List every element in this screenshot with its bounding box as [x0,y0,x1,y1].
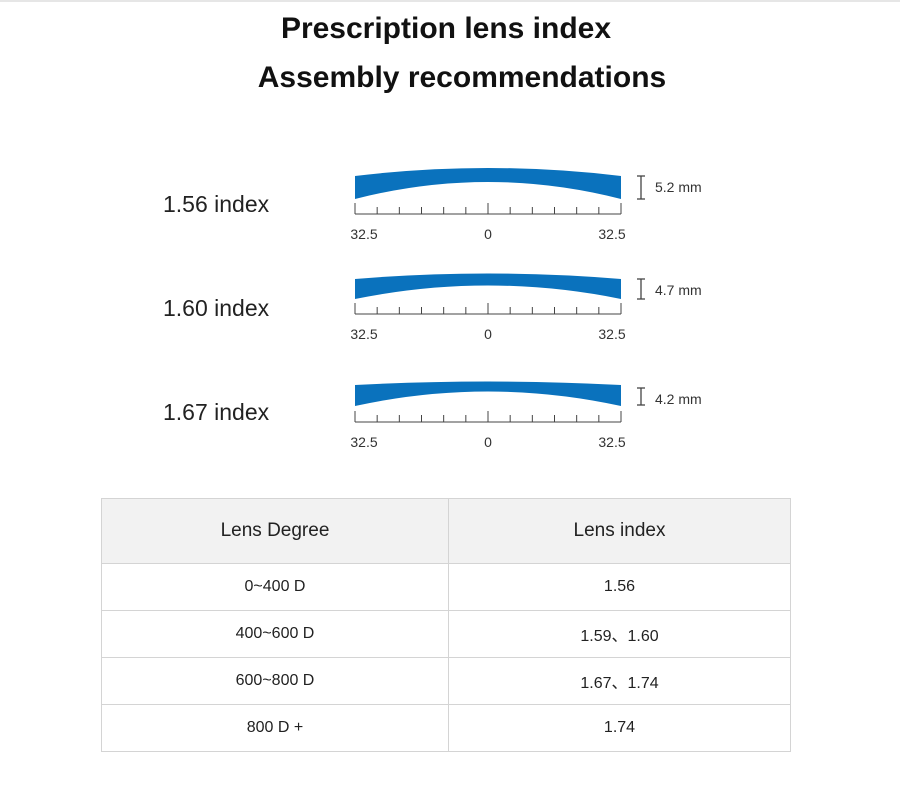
lens-row-167: 1.67 index 32.5 0 32.5 4.2 mm [0,379,900,469]
tick-label-left: 32.5 [350,434,377,450]
table-row: 800 D + 1.74 [101,704,791,752]
lens-index-label: 1.56 index [163,191,270,217]
tick-label-center: 0 [484,326,492,342]
lens-diagram: 32.5 0 32.5 [350,273,645,342]
tick-label-right: 32.5 [598,434,625,450]
table-row: 0~400 D 1.56 [101,563,791,611]
cell-degree: 800 D + [101,704,449,752]
lens-diagram: 32.5 0 32.5 [350,168,645,242]
tick-label-left: 32.5 [350,226,377,242]
tick-label-center: 0 [484,434,492,450]
thickness-label: 5.2 mm [655,179,702,195]
header-lens-degree: Lens Degree [101,498,449,564]
lens-index-label: 1.67 index [163,399,270,425]
lens-row-160: 1.60 index 32.5 0 32.5 4.7 mm [0,271,900,361]
thickness-label: 4.7 mm [655,282,702,298]
tick-label-left: 32.5 [350,326,377,342]
cell-index: 1.67、1.74 [448,657,791,705]
lens-diagram: 32.5 0 32.5 [350,381,645,450]
lens-shape [355,168,621,199]
lens-shape [355,381,621,406]
recommendation-table: Lens Degree Lens index 0~400 D 1.56 400~… [101,498,791,752]
cell-degree: 600~800 D [101,657,449,705]
tick-label-right: 32.5 [598,226,625,242]
lens-row-156: 1.56 index 32.5 0 32.5 5.2 mm [0,168,900,258]
cell-degree: 400~600 D [101,610,449,658]
page-title: Prescription lens index [280,12,612,45]
table-header-row: Lens Degree Lens index [101,498,791,564]
cell-index: 1.59、1.60 [448,610,791,658]
cell-index: 1.56 [448,563,791,611]
header-lens-index: Lens index [448,498,791,564]
table-row: 400~600 D 1.59、1.60 [101,610,791,658]
page-subtitle: Assembly recommendations [257,61,667,94]
thickness-label: 4.2 mm [655,391,702,407]
cell-index: 1.74 [448,704,791,752]
tick-label-right: 32.5 [598,326,625,342]
top-divider [0,0,900,2]
ruler [354,303,622,315]
tick-label-center: 0 [484,226,492,242]
ruler [354,411,622,423]
cell-degree: 0~400 D [101,563,449,611]
ruler [354,203,622,215]
lens-index-label: 1.60 index [163,295,270,321]
lens-shape [355,273,621,299]
table-row: 600~800 D 1.67、1.74 [101,657,791,705]
